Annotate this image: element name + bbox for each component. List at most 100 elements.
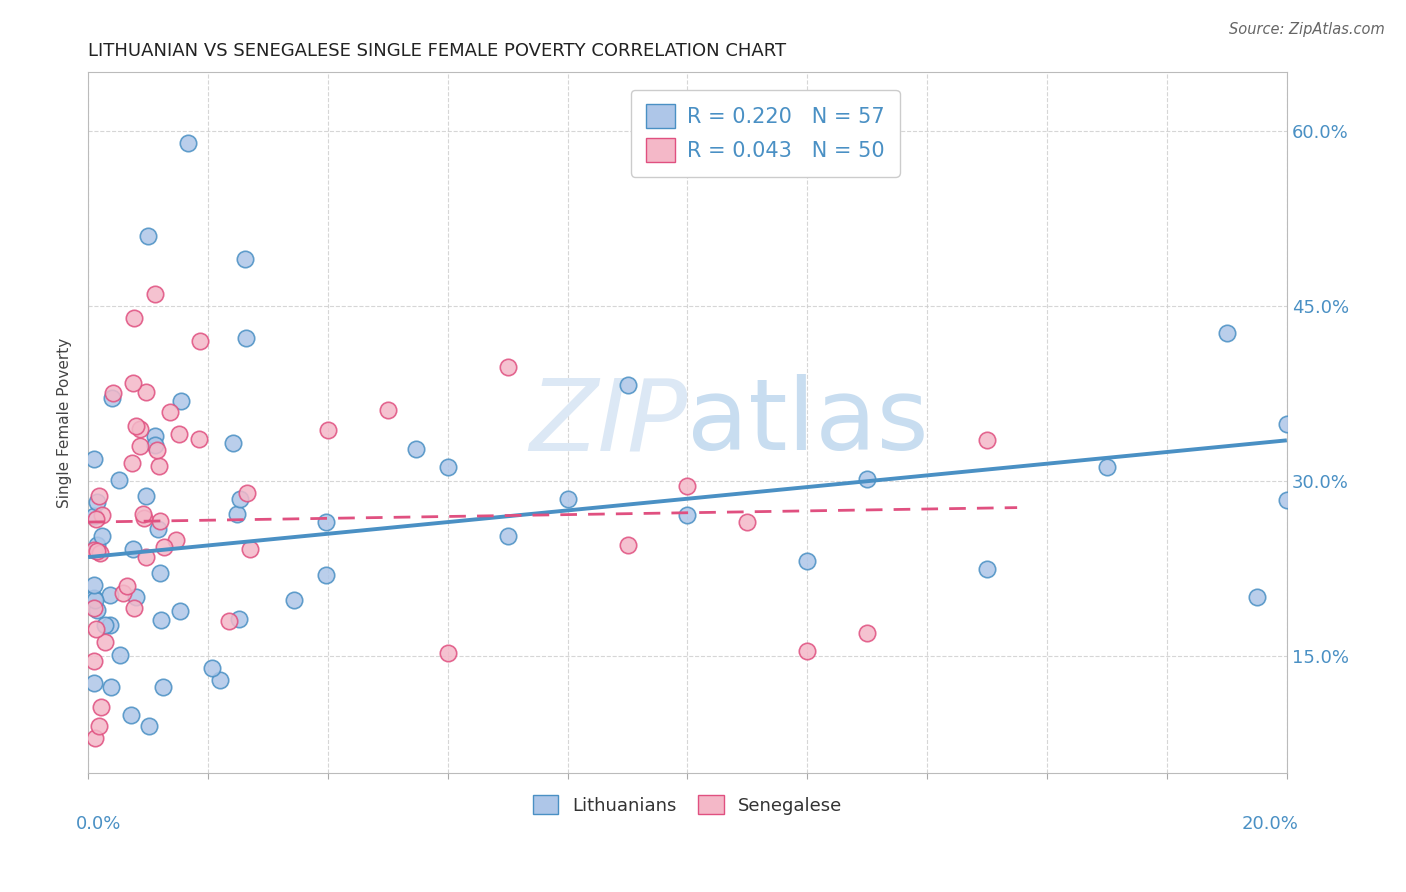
Point bbox=[83, 508, 105, 523]
Point bbox=[229, 491, 252, 506]
Point bbox=[377, 403, 399, 417]
Point bbox=[83, 676, 105, 690]
Point bbox=[616, 538, 638, 552]
Point bbox=[132, 508, 155, 522]
Text: Source: ZipAtlas.com: Source: ZipAtlas.com bbox=[1229, 22, 1385, 37]
Point bbox=[124, 601, 146, 615]
Point bbox=[316, 423, 339, 437]
Point bbox=[143, 438, 166, 452]
Point bbox=[129, 439, 152, 453]
Point bbox=[235, 331, 257, 345]
Point bbox=[167, 427, 190, 442]
Point bbox=[233, 252, 256, 267]
Point bbox=[90, 700, 112, 714]
Point bbox=[100, 680, 122, 694]
Point bbox=[856, 472, 879, 486]
Point bbox=[225, 507, 247, 521]
Text: 0.0%: 0.0% bbox=[76, 815, 121, 833]
Point bbox=[149, 613, 172, 627]
Point bbox=[108, 648, 131, 662]
Point bbox=[125, 590, 148, 604]
Point bbox=[98, 588, 121, 602]
Point bbox=[86, 495, 108, 509]
Point bbox=[93, 617, 115, 632]
Point bbox=[138, 719, 160, 733]
Point bbox=[86, 603, 108, 617]
Point bbox=[796, 644, 818, 658]
Point bbox=[1216, 326, 1239, 340]
Point bbox=[1095, 460, 1118, 475]
Point bbox=[84, 623, 107, 637]
Legend: Lithuanians, Senegalese: Lithuanians, Senegalese bbox=[523, 787, 852, 823]
Point bbox=[83, 543, 105, 558]
Point bbox=[153, 541, 176, 555]
Point bbox=[976, 562, 998, 576]
Point bbox=[84, 592, 107, 607]
Point bbox=[737, 515, 759, 529]
Point bbox=[135, 489, 157, 503]
Text: atlas: atlas bbox=[688, 375, 929, 471]
Point bbox=[101, 391, 124, 405]
Point bbox=[101, 385, 124, 400]
Point bbox=[143, 287, 166, 301]
Point bbox=[152, 680, 174, 694]
Point bbox=[676, 479, 699, 493]
Point bbox=[83, 654, 105, 668]
Point bbox=[120, 707, 142, 722]
Point bbox=[239, 542, 262, 557]
Point bbox=[209, 673, 232, 687]
Point bbox=[135, 384, 157, 399]
Point bbox=[496, 529, 519, 543]
Point bbox=[84, 731, 107, 746]
Point bbox=[148, 458, 170, 473]
Point bbox=[87, 719, 110, 733]
Point bbox=[128, 422, 150, 436]
Point bbox=[135, 549, 157, 564]
Point bbox=[86, 538, 108, 552]
Point bbox=[98, 617, 121, 632]
Point bbox=[856, 626, 879, 640]
Point bbox=[83, 591, 105, 606]
Point bbox=[976, 433, 998, 447]
Point bbox=[121, 456, 143, 470]
Point bbox=[177, 136, 200, 150]
Point bbox=[91, 528, 114, 542]
Point bbox=[315, 515, 337, 529]
Point bbox=[94, 635, 117, 649]
Point bbox=[125, 418, 148, 433]
Point bbox=[496, 359, 519, 374]
Point bbox=[796, 554, 818, 568]
Point bbox=[676, 508, 699, 522]
Point bbox=[315, 568, 337, 582]
Point bbox=[108, 473, 131, 487]
Text: ZIP: ZIP bbox=[529, 375, 688, 471]
Point bbox=[83, 578, 105, 592]
Point bbox=[187, 432, 209, 446]
Point bbox=[111, 586, 134, 600]
Point bbox=[165, 533, 187, 547]
Point bbox=[1246, 590, 1268, 604]
Point bbox=[201, 661, 224, 675]
Point bbox=[436, 460, 458, 475]
Point bbox=[222, 436, 245, 450]
Point bbox=[122, 542, 145, 557]
Point bbox=[235, 486, 257, 500]
Point bbox=[170, 393, 193, 408]
Point bbox=[405, 442, 427, 456]
Point bbox=[115, 579, 138, 593]
Point bbox=[159, 405, 181, 419]
Point bbox=[143, 429, 166, 443]
Point bbox=[86, 544, 108, 558]
Point bbox=[84, 512, 107, 526]
Point bbox=[122, 310, 145, 325]
Point bbox=[146, 442, 169, 457]
Point bbox=[89, 546, 111, 560]
Point bbox=[557, 492, 579, 507]
Point bbox=[83, 451, 105, 466]
Point bbox=[169, 604, 191, 618]
Point bbox=[188, 334, 211, 348]
Point bbox=[228, 612, 250, 626]
Point bbox=[138, 229, 160, 244]
Point bbox=[149, 514, 172, 528]
Point bbox=[83, 600, 105, 615]
